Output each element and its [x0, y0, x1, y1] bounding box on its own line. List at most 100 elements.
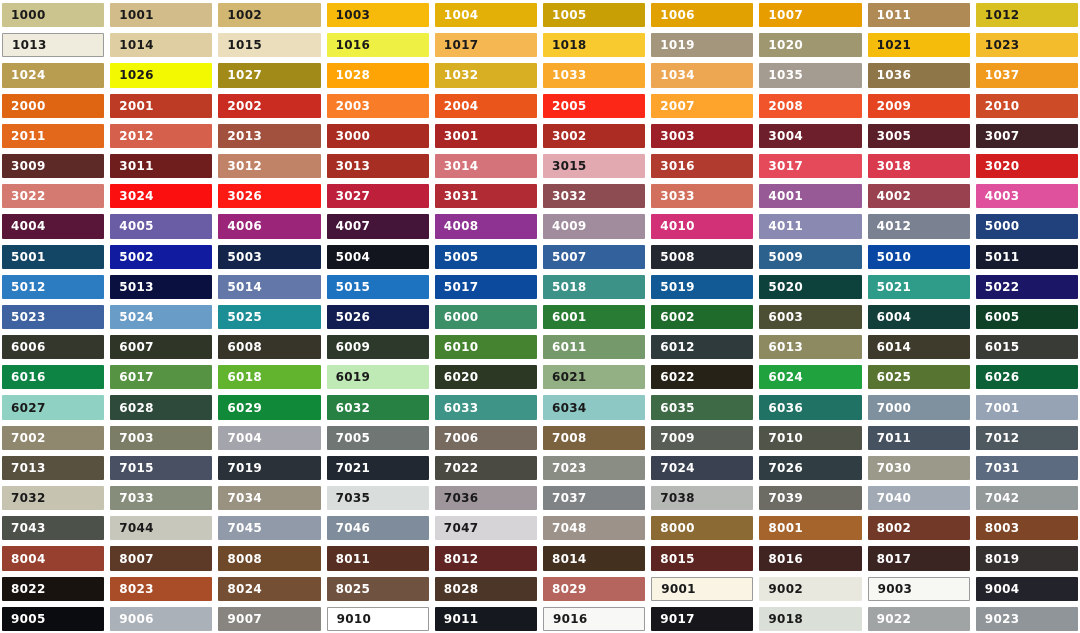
color-swatch-2010[interactable]: 2010 [975, 93, 1078, 118]
color-swatch-5020[interactable]: 5020 [759, 274, 862, 299]
color-swatch-4007[interactable]: 4007 [326, 214, 429, 239]
color-swatch-1028[interactable]: 1028 [326, 63, 429, 88]
color-swatch-5017[interactable]: 5017 [434, 274, 537, 299]
color-swatch-9023[interactable]: 9023 [975, 606, 1078, 631]
color-swatch-1037[interactable]: 1037 [975, 63, 1078, 88]
color-swatch-7021[interactable]: 7021 [326, 455, 429, 481]
color-swatch-7039[interactable]: 7039 [759, 486, 862, 511]
color-swatch-3013[interactable]: 3013 [326, 153, 429, 179]
color-swatch-8017[interactable]: 8017 [867, 546, 970, 571]
color-swatch-3002[interactable]: 3002 [542, 123, 646, 148]
color-swatch-5025[interactable]: 5025 [218, 304, 321, 330]
color-swatch-7005[interactable]: 7005 [326, 425, 429, 450]
color-swatch-7001[interactable]: 7001 [975, 395, 1078, 420]
color-swatch-8003[interactable]: 8003 [975, 516, 1078, 541]
color-swatch-3015[interactable]: 3015 [542, 153, 646, 179]
color-swatch-4011[interactable]: 4011 [759, 214, 862, 239]
color-swatch-7000[interactable]: 7000 [867, 395, 970, 420]
color-swatch-4010[interactable]: 4010 [651, 214, 754, 239]
color-swatch-7043[interactable]: 7043 [2, 516, 105, 541]
color-swatch-2004[interactable]: 2004 [434, 93, 537, 118]
color-swatch-7009[interactable]: 7009 [651, 425, 754, 450]
color-swatch-9007[interactable]: 9007 [218, 606, 321, 631]
color-swatch-6003[interactable]: 6003 [759, 304, 862, 330]
color-swatch-6024[interactable]: 6024 [759, 365, 862, 390]
color-swatch-9022[interactable]: 9022 [867, 606, 970, 631]
color-swatch-5023[interactable]: 5023 [2, 304, 105, 330]
color-swatch-2013[interactable]: 2013 [218, 123, 321, 148]
color-swatch-3026[interactable]: 3026 [218, 184, 321, 209]
color-swatch-3017[interactable]: 3017 [759, 153, 862, 179]
color-swatch-5002[interactable]: 5002 [110, 244, 213, 269]
color-swatch-4006[interactable]: 4006 [218, 214, 321, 239]
color-swatch-6028[interactable]: 6028 [110, 395, 213, 420]
color-swatch-1032[interactable]: 1032 [434, 63, 537, 88]
color-swatch-8025[interactable]: 8025 [326, 576, 429, 601]
color-swatch-3011[interactable]: 3011 [110, 153, 213, 179]
color-swatch-5022[interactable]: 5022 [975, 274, 1078, 299]
color-swatch-8011[interactable]: 8011 [326, 546, 429, 571]
color-swatch-7008[interactable]: 7008 [542, 425, 646, 450]
color-swatch-1005[interactable]: 1005 [542, 3, 646, 28]
color-swatch-4008[interactable]: 4008 [434, 214, 537, 239]
color-swatch-7004[interactable]: 7004 [218, 425, 321, 450]
color-swatch-5015[interactable]: 5015 [326, 274, 429, 299]
color-swatch-8000[interactable]: 8000 [651, 516, 754, 541]
color-swatch-6020[interactable]: 6020 [434, 365, 537, 390]
color-swatch-1000[interactable]: 1000 [2, 3, 105, 28]
color-swatch-6026[interactable]: 6026 [975, 365, 1078, 390]
color-swatch-1033[interactable]: 1033 [542, 63, 646, 88]
color-swatch-5003[interactable]: 5003 [218, 244, 321, 269]
color-swatch-7045[interactable]: 7045 [218, 516, 321, 541]
color-swatch-6016[interactable]: 6016 [2, 365, 105, 390]
color-swatch-1024[interactable]: 1024 [2, 63, 105, 88]
color-swatch-5018[interactable]: 5018 [542, 274, 646, 299]
color-swatch-6035[interactable]: 6035 [651, 395, 754, 420]
color-swatch-1034[interactable]: 1034 [651, 63, 754, 88]
color-swatch-6034[interactable]: 6034 [542, 395, 646, 420]
color-swatch-7015[interactable]: 7015 [110, 455, 213, 481]
color-swatch-1036[interactable]: 1036 [867, 63, 970, 88]
color-swatch-7012[interactable]: 7012 [975, 425, 1078, 450]
color-swatch-7024[interactable]: 7024 [651, 455, 754, 481]
color-swatch-5014[interactable]: 5014 [218, 274, 321, 299]
color-swatch-7006[interactable]: 7006 [434, 425, 537, 450]
color-swatch-2008[interactable]: 2008 [759, 93, 862, 118]
color-swatch-2001[interactable]: 2001 [110, 93, 213, 118]
color-swatch-7038[interactable]: 7038 [651, 486, 754, 511]
color-swatch-1015[interactable]: 1015 [218, 33, 321, 58]
color-swatch-7002[interactable]: 7002 [2, 425, 105, 450]
color-swatch-3005[interactable]: 3005 [867, 123, 970, 148]
color-swatch-7010[interactable]: 7010 [759, 425, 862, 450]
color-swatch-9003[interactable]: 9003 [867, 576, 970, 601]
color-swatch-3024[interactable]: 3024 [110, 184, 213, 209]
color-swatch-4009[interactable]: 4009 [542, 214, 646, 239]
color-swatch-2011[interactable]: 2011 [2, 123, 105, 148]
color-swatch-6018[interactable]: 6018 [218, 365, 321, 390]
color-swatch-8023[interactable]: 8023 [110, 576, 213, 601]
color-swatch-7036[interactable]: 7036 [434, 486, 537, 511]
color-swatch-4002[interactable]: 4002 [867, 184, 970, 209]
color-swatch-3009[interactable]: 3009 [2, 153, 105, 179]
color-swatch-1018[interactable]: 1018 [542, 33, 646, 58]
color-swatch-2005[interactable]: 2005 [542, 93, 646, 118]
color-swatch-5010[interactable]: 5010 [867, 244, 970, 269]
color-swatch-1021[interactable]: 1021 [867, 33, 970, 58]
color-swatch-3003[interactable]: 3003 [651, 123, 754, 148]
color-swatch-1020[interactable]: 1020 [759, 33, 862, 58]
color-swatch-9002[interactable]: 9002 [759, 576, 862, 601]
color-swatch-3031[interactable]: 3031 [434, 184, 537, 209]
color-swatch-7031[interactable]: 7031 [975, 455, 1078, 481]
color-swatch-4012[interactable]: 4012 [867, 214, 970, 239]
color-swatch-9018[interactable]: 9018 [759, 606, 862, 631]
color-swatch-1012[interactable]: 1012 [975, 3, 1078, 28]
color-swatch-7042[interactable]: 7042 [975, 486, 1078, 511]
color-swatch-4005[interactable]: 4005 [110, 214, 213, 239]
color-swatch-6009[interactable]: 6009 [326, 335, 429, 360]
color-swatch-7048[interactable]: 7048 [542, 516, 646, 541]
color-swatch-6011[interactable]: 6011 [542, 335, 646, 360]
color-swatch-9011[interactable]: 9011 [434, 606, 537, 631]
color-swatch-6007[interactable]: 6007 [110, 335, 213, 360]
color-swatch-8002[interactable]: 8002 [867, 516, 970, 541]
color-swatch-2000[interactable]: 2000 [2, 93, 105, 118]
